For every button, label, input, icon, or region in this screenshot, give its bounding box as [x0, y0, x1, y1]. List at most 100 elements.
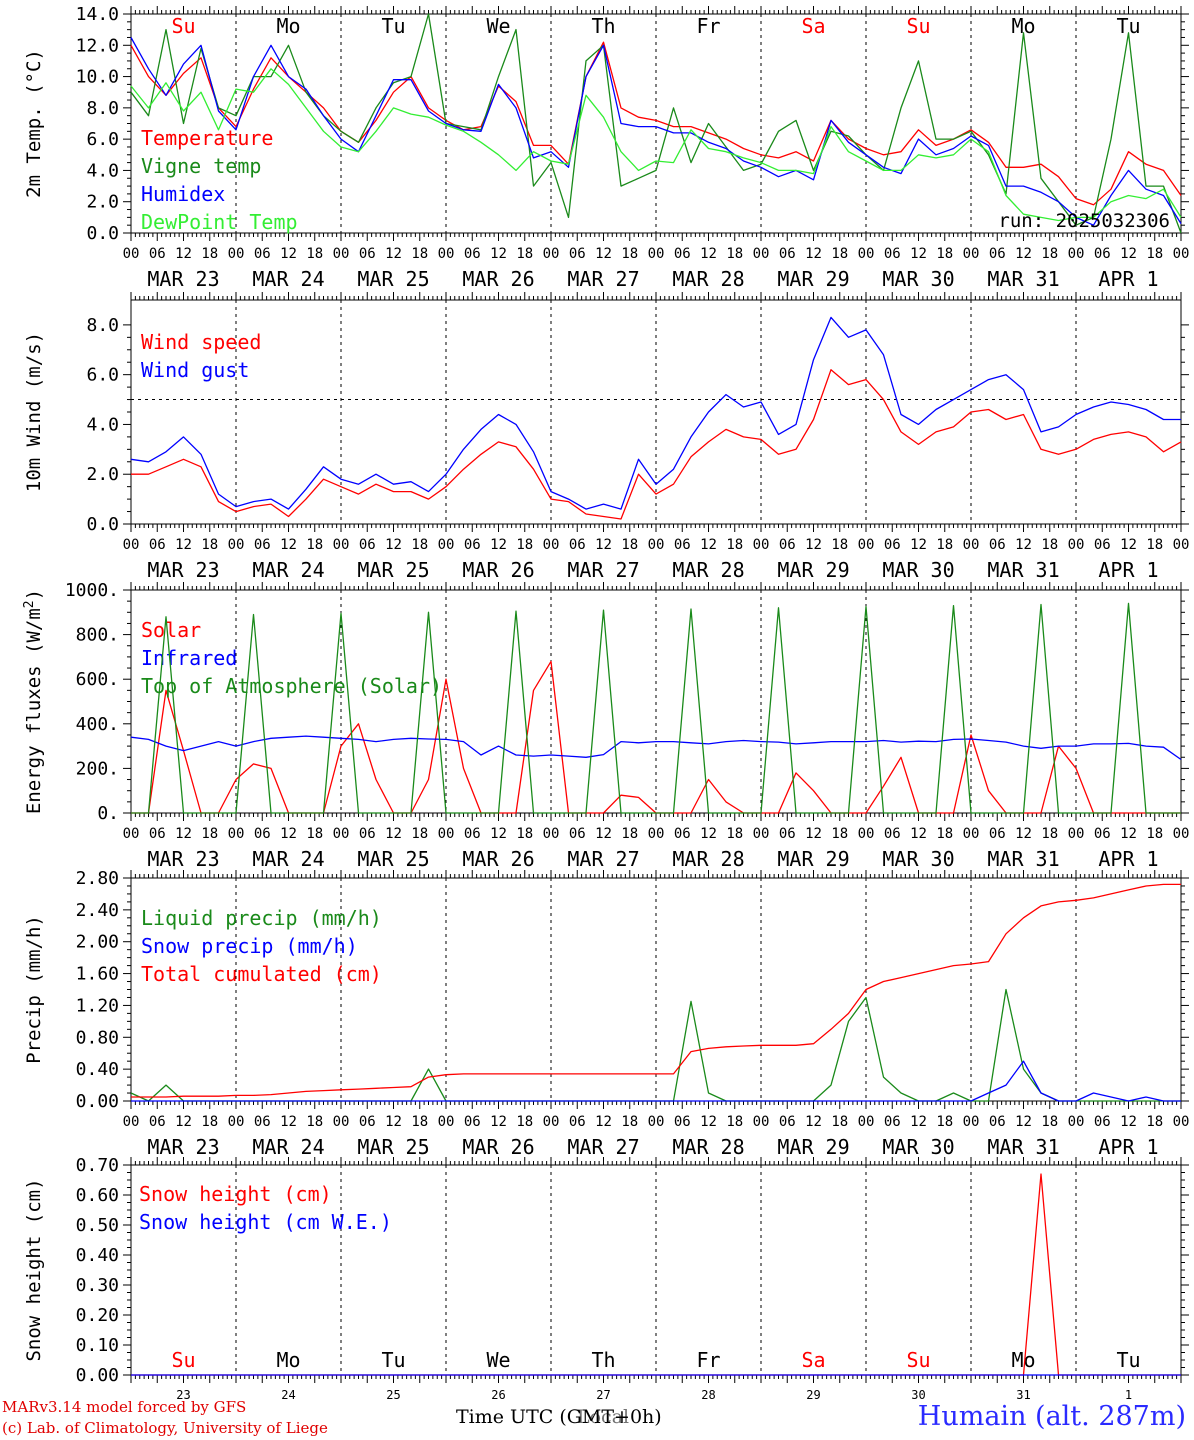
hour-tick-label: 06: [1094, 826, 1111, 842]
hour-tick-label: 06: [569, 537, 586, 553]
hour-tick-label: 12: [280, 537, 297, 553]
date-label: MAR 28: [672, 1135, 744, 1159]
hour-tick-label: 06: [254, 537, 271, 553]
hour-tick-label: 12: [490, 826, 507, 842]
hour-tick-label: 12: [1120, 1114, 1137, 1130]
hour-tick-label: 18: [1146, 1114, 1163, 1130]
hour-tick-label: 18: [1041, 826, 1058, 842]
hour-tick-label: 00: [543, 246, 560, 262]
weekday-label: We: [486, 14, 510, 38]
date-label: APR 1: [1098, 267, 1158, 291]
hour-tick-label: 12: [910, 537, 927, 553]
hour-tick-label: 12: [595, 1114, 612, 1130]
y-axis-label: 10m Wind (m/s): [23, 332, 45, 492]
hour-tick-label: 18: [516, 537, 533, 553]
day-number-label: 30: [911, 1388, 925, 1402]
hour-tick-label: 06: [674, 826, 691, 842]
date-label: MAR 28: [672, 847, 744, 871]
hour-tick-label: 06: [1094, 246, 1111, 262]
hour-tick-label: 00: [753, 1114, 770, 1130]
hour-tick-label: 12: [175, 1114, 192, 1130]
legend-total-cumulated-cm: Total cumulated (cm): [141, 962, 382, 986]
date-label: MAR 23: [147, 847, 219, 871]
y-tick-label: 0.70: [76, 1155, 119, 1176]
y-tick-label: 1000.: [65, 580, 119, 601]
hour-tick-label: 18: [831, 826, 848, 842]
y-tick-label: 0.00: [76, 1365, 119, 1386]
series-line-total-cumulated-cm: [131, 883, 1181, 1098]
date-label: MAR 27: [567, 558, 639, 582]
hour-tick-label: 18: [936, 826, 953, 842]
hour-tick-label: 18: [726, 1114, 743, 1130]
hour-tick-label: 06: [149, 537, 166, 553]
panel-4: 0.00 0.40 0.80 1.20 1.60 2.00 2.40 2.80 Precip (…: [23, 868, 1189, 1159]
weekday-label: Su: [906, 1348, 930, 1372]
hour-tick-label: 06: [359, 537, 376, 553]
hour-tick-label: 18: [831, 537, 848, 553]
legend-humidex: Humidex: [141, 182, 225, 206]
hour-tick-label: 12: [805, 537, 822, 553]
hour-tick-label: 18: [621, 1114, 638, 1130]
legend-infrared: Infrared: [141, 646, 237, 670]
y-tick-label: 0.40: [76, 1059, 119, 1080]
hour-tick-label: 00: [1173, 246, 1190, 262]
hour-tick-label: 00: [438, 246, 455, 262]
hour-tick-label: 00: [858, 1114, 875, 1130]
y-tick-label: 8.0: [86, 98, 119, 119]
date-label: MAR 27: [567, 267, 639, 291]
series-line-dewpoint-temp: [130, 68, 1182, 222]
run-label: run: 2025032306: [998, 210, 1170, 232]
hour-tick-label: 06: [359, 1114, 376, 1130]
hour-tick-label: 12: [1015, 826, 1032, 842]
weekday-label: Su: [906, 14, 930, 38]
weekday-label: Fr: [696, 14, 720, 38]
weekday-label: Mo: [276, 1348, 300, 1372]
weekday-label: Sa: [801, 14, 825, 38]
hour-tick-label: 18: [936, 1114, 953, 1130]
hour-tick-label: 12: [385, 826, 402, 842]
legend-wind-speed: Wind speed: [141, 330, 261, 354]
legend-dewpoint-temp: DewPoint Temp: [141, 210, 298, 234]
date-label: MAR 23: [147, 558, 219, 582]
hour-tick-label: 06: [779, 246, 796, 262]
legend-snow-height-cm: Snow height (cm): [139, 1182, 332, 1206]
hour-tick-label: 00: [648, 246, 665, 262]
weekday-label: Tu: [381, 14, 405, 38]
legend-wind-gust: Wind gust: [141, 358, 249, 382]
series-line-snow-precip-mm-h: [131, 1060, 1181, 1102]
date-label: MAR 26: [462, 847, 534, 871]
day-number-label: 23: [176, 1388, 190, 1402]
hour-tick-label: 00: [858, 826, 875, 842]
hour-tick-label: 00: [123, 537, 140, 553]
hour-tick-label: 18: [726, 826, 743, 842]
y-tick-label: 1.60: [76, 964, 119, 985]
hour-tick-label: 12: [1015, 537, 1032, 553]
legend-vigne-temp: Vigne temp: [141, 154, 261, 178]
hour-tick-label: 06: [989, 1114, 1006, 1130]
hour-tick-label: 12: [385, 246, 402, 262]
hour-tick-label: 12: [385, 537, 402, 553]
hour-tick-label: 18: [726, 537, 743, 553]
weekday-label: Th: [591, 14, 615, 38]
date-label: MAR 31: [987, 1135, 1059, 1159]
hour-tick-label: 06: [569, 246, 586, 262]
hour-tick-label: 06: [884, 1114, 901, 1130]
series-line-temperature: [130, 41, 1182, 206]
hour-tick-label: 00: [648, 1114, 665, 1130]
hour-tick-label: 18: [621, 826, 638, 842]
hour-tick-label: 18: [1041, 1114, 1058, 1130]
hour-tick-label: 18: [1146, 826, 1163, 842]
y-tick-label: 0.80: [76, 1027, 119, 1048]
date-label: MAR 29: [777, 1135, 849, 1159]
hour-tick-label: 06: [464, 537, 481, 553]
hour-tick-label: 06: [149, 1114, 166, 1130]
hour-tick-label: 00: [1068, 246, 1085, 262]
y-tick-label: 10.0: [76, 67, 119, 88]
hour-tick-label: 00: [753, 826, 770, 842]
weekday-label: Su: [171, 1348, 195, 1372]
hour-tick-label: 00: [123, 1114, 140, 1130]
date-label: MAR 28: [672, 267, 744, 291]
hour-tick-label: 12: [1120, 826, 1137, 842]
date-label: MAR 26: [462, 267, 534, 291]
hour-tick-label: 18: [1041, 246, 1058, 262]
